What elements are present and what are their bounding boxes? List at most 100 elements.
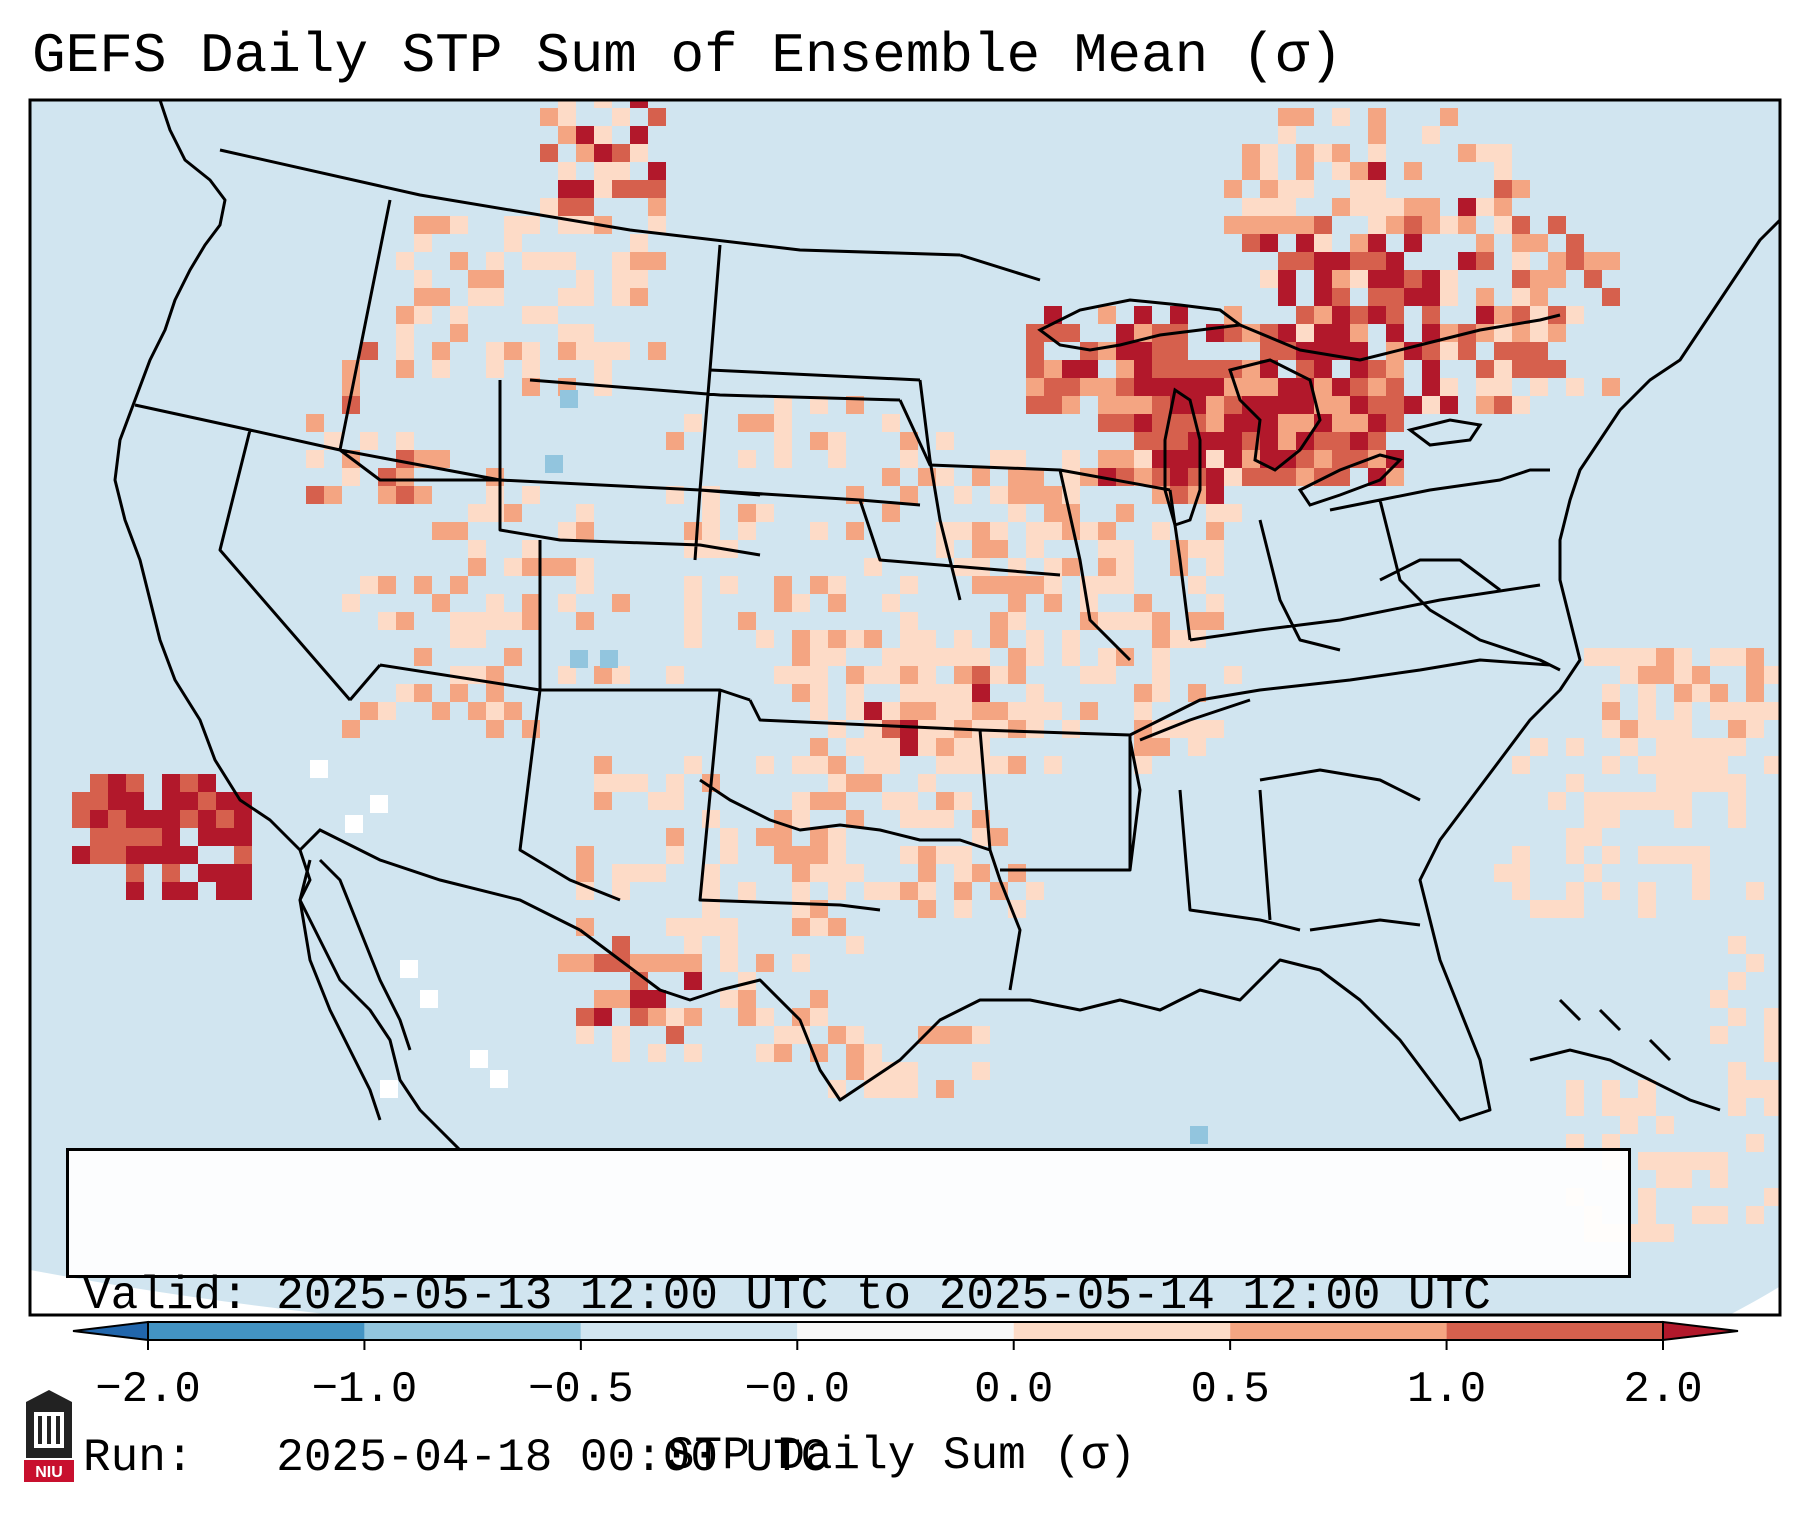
anomaly-cell — [1782, 702, 1800, 720]
anomaly-cell — [396, 432, 414, 450]
anomaly-cell — [864, 720, 882, 738]
anomaly-cell — [900, 1080, 918, 1098]
anomaly-cell — [1260, 396, 1278, 414]
anomaly-cell — [1224, 396, 1242, 414]
anomaly-cell — [126, 774, 144, 792]
anomaly-cell — [1476, 360, 1494, 378]
anomaly-cell — [414, 234, 432, 252]
anomaly-cell — [1656, 774, 1674, 792]
anomaly-cell — [1278, 396, 1296, 414]
anomaly-cell — [378, 468, 396, 486]
anomaly-cell — [828, 846, 846, 864]
anomaly-cell — [1098, 378, 1116, 396]
anomaly-cell — [1404, 270, 1422, 288]
anomaly-cell — [1386, 216, 1404, 234]
anomaly-cell — [1296, 306, 1314, 324]
anomaly-cell — [1062, 396, 1080, 414]
anomaly-cell — [1710, 990, 1728, 1008]
anomaly-cell — [360, 432, 378, 450]
anomaly-cell — [1512, 306, 1530, 324]
anomaly-cell — [954, 756, 972, 774]
anomaly-cell — [1314, 378, 1332, 396]
anomaly-cell — [1260, 198, 1278, 216]
anomaly-cell — [1260, 216, 1278, 234]
anomaly-cell — [900, 630, 918, 648]
anomaly-cell — [792, 864, 810, 882]
anomaly-cell — [1494, 396, 1512, 414]
anomaly-cell — [1638, 846, 1656, 864]
anomaly-cell — [468, 612, 486, 630]
anomaly-cell — [630, 864, 648, 882]
anomaly-cell — [666, 486, 684, 504]
anomaly-cell — [1098, 540, 1116, 558]
anomaly-cell — [1152, 666, 1170, 684]
anomaly-cell — [1494, 216, 1512, 234]
anomaly-cell — [864, 1080, 882, 1098]
anomaly-cell — [378, 576, 396, 594]
anomaly-cell — [684, 414, 702, 432]
anomaly-cell — [1584, 828, 1602, 846]
anomaly-cell — [792, 846, 810, 864]
anomaly-cell — [1296, 468, 1314, 486]
anomaly-cell — [1260, 162, 1278, 180]
anomaly-cell — [972, 1026, 990, 1044]
anomaly-cell — [1188, 432, 1206, 450]
anomaly-cell — [900, 432, 918, 450]
anomaly-cell — [1548, 792, 1566, 810]
anomaly-cell — [558, 594, 576, 612]
anomaly-cell — [936, 810, 954, 828]
anomaly-cell — [1764, 1026, 1780, 1044]
anomaly-cell — [1692, 846, 1710, 864]
anomaly-cell — [1062, 720, 1080, 738]
anomaly-cell — [1152, 630, 1170, 648]
anomaly-cell — [1620, 648, 1638, 666]
anomaly-cell — [576, 180, 594, 198]
anomaly-cell — [522, 360, 540, 378]
anomaly-cell — [1476, 396, 1494, 414]
anomaly-cell — [1026, 378, 1044, 396]
anomaly-cell — [1638, 756, 1656, 774]
anomaly-cell — [756, 954, 774, 972]
colorbar — [72, 1320, 1739, 1350]
anomaly-cell — [1206, 486, 1224, 504]
anomaly-cell — [1278, 414, 1296, 432]
anomaly-cell — [990, 522, 1008, 540]
anomaly-cell — [1710, 1170, 1728, 1188]
anomaly-cell — [504, 342, 522, 360]
anomaly-cell — [612, 162, 630, 180]
anomaly-cell — [1152, 360, 1170, 378]
anomaly-cell — [1512, 270, 1530, 288]
anomaly-cell — [846, 684, 864, 702]
anomaly-cell — [1116, 414, 1134, 432]
anomaly-cell — [1602, 1080, 1620, 1098]
anomaly-cell — [882, 720, 900, 738]
anomaly-cell — [108, 846, 126, 864]
anomaly-cell — [1188, 540, 1206, 558]
anomaly-cell — [1188, 738, 1206, 756]
anomaly-cell — [900, 450, 918, 468]
anomaly-cell — [1710, 756, 1728, 774]
anomaly-cell — [1044, 576, 1062, 594]
colorbar-tick-label: 0.0 — [974, 1365, 1054, 1415]
anomaly-cell — [918, 702, 936, 720]
anomaly-cell — [594, 360, 612, 378]
anomaly-cell — [648, 162, 666, 180]
anomaly-cell — [490, 1070, 508, 1088]
anomaly-cell — [486, 666, 504, 684]
anomaly-cell — [1188, 720, 1206, 738]
anomaly-cell — [918, 666, 936, 684]
anomaly-cell — [1278, 468, 1296, 486]
anomaly-cell — [1062, 558, 1080, 576]
anomaly-cell — [648, 864, 666, 882]
anomaly-cell — [1656, 1152, 1674, 1170]
anomaly-cell — [1350, 198, 1368, 216]
anomaly-cell — [1710, 702, 1728, 720]
anomaly-cell — [1080, 702, 1098, 720]
anomaly-cell — [1602, 846, 1620, 864]
anomaly-cell — [720, 954, 738, 972]
anomaly-cell — [1764, 1044, 1780, 1062]
anomaly-cell — [1080, 468, 1098, 486]
run-line: Run: 2025-04-18 00:00 UTC — [83, 1431, 1614, 1485]
anomaly-cell — [1638, 1080, 1656, 1098]
anomaly-cell — [1134, 342, 1152, 360]
